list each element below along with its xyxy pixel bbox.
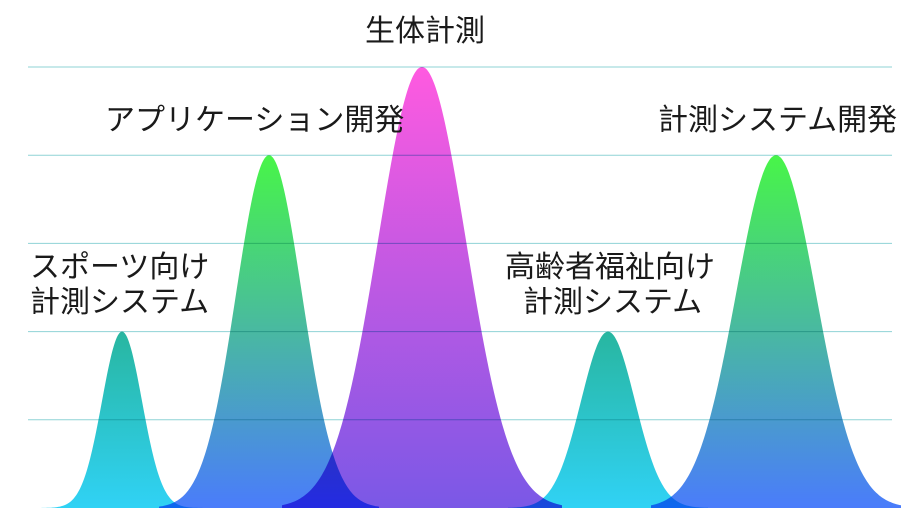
peak-measurement-system-dev: [651, 155, 901, 508]
peak-sports: [40, 331, 204, 508]
label-elderly-line1: 高齢者福祉向け: [505, 250, 715, 285]
label-sports-line1: スポーツ向け: [30, 250, 209, 285]
label-bio-measurement: 生体計測: [365, 14, 485, 49]
peak-bio-measurement: [282, 67, 562, 508]
peak-app-dev: [159, 155, 379, 508]
label-app-dev: アプリケーション開発: [105, 103, 404, 138]
peak-shapes: [40, 67, 901, 508]
peak-labels: スポーツ向け 計測システム アプリケーション開発 生体計測 高齢者福祉向け 計測…: [30, 14, 897, 320]
label-sports-line2: 計測システム: [30, 285, 209, 320]
label-measurement-system-dev: 計測システム開発: [658, 103, 897, 138]
label-elderly-line2: 計測システム: [523, 285, 702, 320]
peak-elderly: [508, 331, 708, 508]
